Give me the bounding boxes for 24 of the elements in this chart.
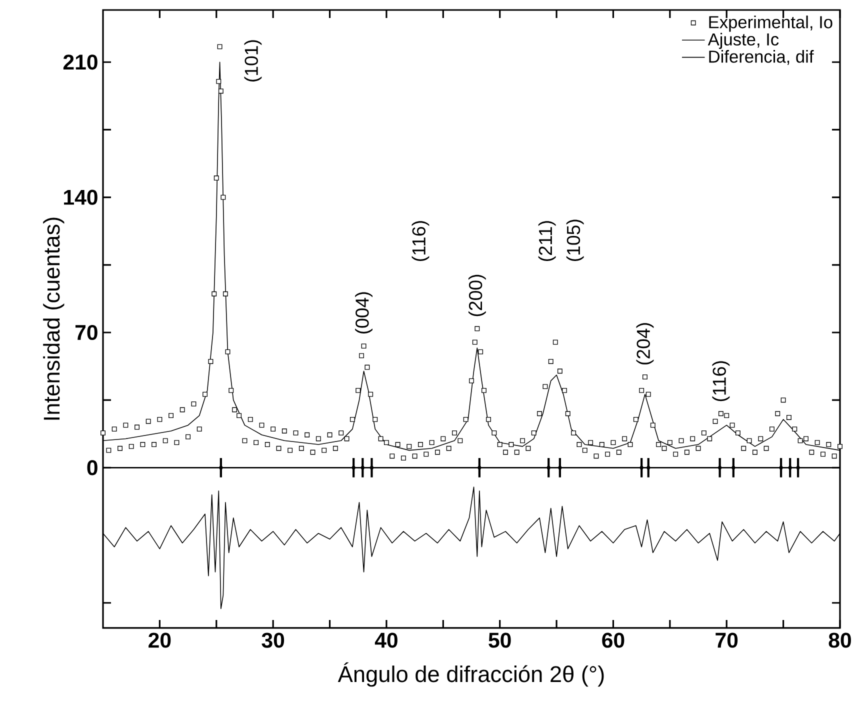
x-axis-title: Ángulo de difracción 2θ (°) [338, 662, 604, 687]
x-tick-label: 50 [488, 632, 511, 648]
y-axis-title: Intensidad (cuentas) [43, 218, 64, 420]
y-tick-label: 140 [64, 190, 98, 205]
annotation: (200) [468, 274, 486, 316]
annotation: (004) [355, 292, 372, 334]
annotation: (211) [538, 221, 556, 261]
legend-label: Experimental, Io [709, 16, 832, 32]
annotation: (101) [244, 40, 262, 82]
x-tick-label: 80 [828, 632, 851, 648]
legend-label: Diferencia, dif [709, 50, 814, 65]
x-tick-label: 60 [602, 632, 624, 648]
x-tick-label: 40 [374, 632, 398, 648]
annotation: (105) [566, 220, 584, 261]
x-tick-label: 20 [148, 632, 171, 648]
y-tick-label: 0 [87, 460, 98, 476]
y-tick-label: 210 [63, 54, 98, 70]
annotation: (116) [412, 221, 430, 261]
annotation: (116) [712, 361, 730, 402]
x-tick-label: 30 [262, 632, 284, 648]
x-tick-label: 70 [716, 632, 738, 648]
annotation: (204) [636, 323, 654, 364]
y-tick-label: 70 [75, 324, 98, 340]
legend-label: Ajuste, Ic [708, 32, 779, 49]
